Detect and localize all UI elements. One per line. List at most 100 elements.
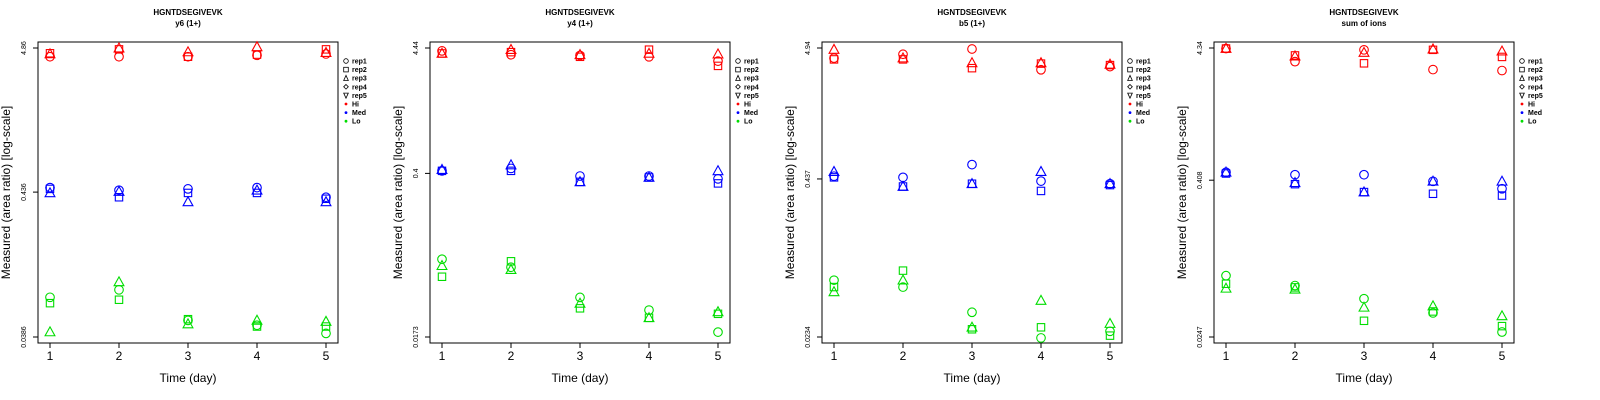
data-point: [183, 314, 193, 324]
legend-label: Lo: [1136, 119, 1145, 126]
legend-marker: [1520, 102, 1524, 106]
data-point: [713, 61, 723, 71]
data-point: [437, 272, 447, 281]
x-tick-label: 5: [1499, 349, 1506, 363]
data-point: [829, 173, 839, 182]
data-point: [45, 292, 55, 303]
x-tick-label: 1: [1223, 349, 1230, 363]
data-point: [829, 282, 839, 292]
data-point: [828, 285, 840, 297]
data-point: [182, 195, 194, 207]
data-point: [712, 305, 724, 317]
legend-label: rep1: [744, 59, 759, 66]
legend-label: rep2: [744, 67, 759, 74]
data-point: [183, 52, 193, 61]
legend-marker: [1128, 102, 1132, 106]
data-point: [1036, 323, 1046, 332]
data-point: [436, 163, 448, 174]
data-point: [897, 51, 909, 63]
data-point: [898, 266, 908, 275]
data-point: [643, 171, 655, 182]
plot-frame: [37, 41, 339, 344]
y-tick-label: 4.34: [1197, 41, 1204, 55]
data-point: [114, 51, 124, 62]
data-point: [1035, 294, 1047, 305]
data-point: [182, 45, 194, 57]
data-point: [575, 50, 585, 61]
legend-label: rep5: [1528, 93, 1543, 100]
y-axis-label: Measured (area ratio) [log-scale]: [0, 106, 13, 279]
x-tick-label: 2: [508, 349, 515, 363]
x-tick-label: 1: [47, 349, 54, 363]
data-point: [1035, 165, 1047, 177]
legend-label: rep4: [352, 84, 367, 91]
chart-subtitle: y4 (1+): [567, 19, 593, 28]
data-point: [967, 159, 977, 170]
data-point: [505, 158, 517, 170]
y-tick-label: 0.408: [1197, 171, 1204, 189]
data-point: [713, 174, 723, 184]
x-axis-label: Time (day): [552, 371, 609, 385]
data-point: [1497, 327, 1507, 337]
data-point: [966, 177, 978, 189]
data-point: [1496, 44, 1508, 56]
x-axis-label: Time (day): [944, 371, 1001, 385]
data-point: [1359, 44, 1369, 55]
legend-marker: [343, 83, 349, 90]
y-tick-label: 4.94: [805, 41, 812, 55]
legend-marker: [735, 74, 741, 81]
chart-title: HGNTDSEGIVEVK: [545, 8, 615, 17]
data-point: [1358, 46, 1370, 57]
legend-marker: [736, 111, 740, 114]
data-point: [713, 327, 723, 337]
chart-title: HGNTDSEGIVEVK: [153, 8, 223, 17]
x-tick-label: 3: [185, 349, 192, 363]
y-tick-label: 0.0234: [805, 326, 812, 348]
legend-label: rep1: [1528, 59, 1543, 66]
legend-label: Med: [1136, 110, 1150, 117]
chart-subtitle: b5 (1+): [959, 19, 985, 28]
legend-marker: [1127, 74, 1133, 81]
data-point: [182, 317, 194, 329]
legend-marker: [343, 66, 349, 73]
y-axis-label: Measured (area ratio) [log-scale]: [391, 106, 405, 279]
data-point: [575, 292, 585, 303]
data-point: [643, 47, 655, 58]
chart-panel-2: HGNTDSEGIVEVK y4 (1+) 1 2 3 4 5 Time (day) 0.017…: [391, 8, 759, 385]
legend-label: Hi: [1136, 102, 1143, 109]
data-point: [251, 314, 263, 325]
x-tick-label: 3: [1361, 349, 1368, 363]
legend-label: rep2: [352, 67, 367, 74]
data-point: [44, 47, 56, 59]
x-tick-label: 4: [1430, 349, 1437, 363]
legend-label: rep1: [352, 59, 367, 66]
legend-marker: [1519, 83, 1525, 90]
data-point: [1289, 283, 1301, 294]
data-point: [1221, 279, 1231, 289]
legend-label: rep5: [352, 93, 367, 100]
y-tick-label: 0.436: [21, 183, 28, 201]
legend-label: rep4: [744, 84, 759, 91]
data-point: [1359, 316, 1369, 326]
data-point: [644, 45, 654, 54]
y-tick-label: 0.0247: [1197, 326, 1204, 348]
plot-frame: [821, 41, 1123, 344]
y-tick-label: 4.44: [413, 41, 420, 55]
x-tick-label: 4: [254, 349, 261, 363]
data-point: [829, 171, 839, 182]
legend-label: Lo: [1528, 119, 1537, 126]
x-tick-label: 1: [831, 349, 838, 363]
data-point: [1359, 59, 1369, 68]
legend-marker: [735, 66, 741, 73]
x-tick-label: 5: [323, 349, 330, 363]
data-point: [1289, 176, 1301, 188]
y-tick-label: 4.86: [21, 41, 28, 55]
x-axis-label: Time (day): [1336, 371, 1393, 385]
data-point: [1428, 189, 1438, 199]
legend-label: rep4: [1136, 84, 1151, 91]
data-point: [712, 47, 724, 59]
legend-label: Hi: [1528, 102, 1535, 109]
legend-label: rep2: [1528, 67, 1543, 74]
data-point: [437, 254, 447, 265]
